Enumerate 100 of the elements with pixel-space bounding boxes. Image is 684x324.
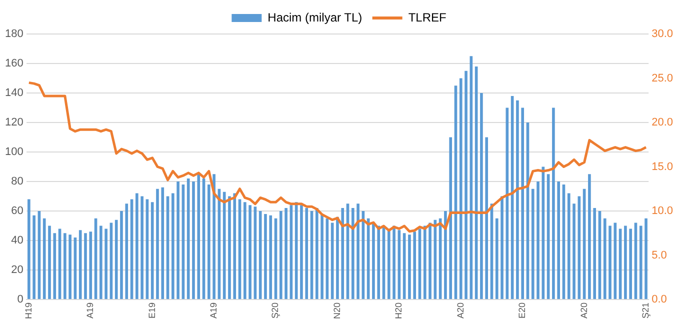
x-tick-label: A20 <box>578 302 589 319</box>
bar <box>521 108 524 299</box>
y-tick-label: 100 <box>4 146 24 158</box>
bar <box>176 181 180 299</box>
bar <box>536 181 540 299</box>
bar <box>449 137 452 299</box>
bar <box>120 210 123 299</box>
bar <box>480 93 483 299</box>
bar <box>64 233 66 299</box>
bar <box>192 181 195 299</box>
bar <box>305 208 308 299</box>
bar <box>567 193 570 299</box>
bar <box>315 208 318 299</box>
bar <box>341 208 344 299</box>
y-tick-label: 40 <box>11 234 24 247</box>
y2-tick-label: 15.0 <box>652 160 674 173</box>
bar <box>300 205 303 299</box>
x-tick-label: Ş21 <box>640 302 651 319</box>
bar <box>125 204 128 299</box>
bar <box>207 184 210 299</box>
bar <box>233 193 236 299</box>
bar <box>603 218 606 299</box>
y-tick-label: 140 <box>4 87 24 100</box>
y-tick-label: 80 <box>11 176 24 188</box>
bar <box>552 108 555 299</box>
x-tick-label: H19 <box>23 302 34 320</box>
bar <box>629 228 632 299</box>
x-tick-label: A19 <box>208 302 219 319</box>
bar <box>351 208 354 299</box>
y2-tick-label: 20.0 <box>652 116 674 129</box>
bar <box>588 174 591 299</box>
bar <box>78 230 82 299</box>
bar <box>500 196 504 299</box>
bar <box>269 215 272 299</box>
bar <box>172 193 174 299</box>
bar <box>356 204 360 299</box>
bar <box>48 226 51 299</box>
x-tick-label: H20 <box>394 302 404 320</box>
bar <box>423 226 426 299</box>
bar <box>608 226 612 299</box>
bar <box>639 226 642 299</box>
x-tick-label: A20 <box>455 302 466 319</box>
bar <box>104 228 108 299</box>
x-tick-label: N20 <box>332 302 342 320</box>
bar <box>336 216 339 299</box>
bar <box>485 137 488 299</box>
bar <box>413 232 416 299</box>
bar <box>248 205 252 299</box>
bar <box>84 233 87 299</box>
bar <box>387 228 390 299</box>
bar <box>644 218 648 299</box>
bar <box>28 199 30 299</box>
bar <box>156 188 159 299</box>
bar <box>100 226 102 299</box>
bar <box>516 100 519 299</box>
y-tick-label: 120 <box>4 116 24 129</box>
y-tick-label: 20 <box>11 264 24 276</box>
y-tick-label: 0 <box>17 294 24 306</box>
bar <box>212 174 216 299</box>
bar <box>243 202 246 299</box>
bar <box>284 208 288 299</box>
y2-tick-label: 25.0 <box>652 72 674 84</box>
bar <box>161 187 164 299</box>
bar <box>408 234 411 299</box>
bar <box>32 215 36 299</box>
bar <box>459 78 462 299</box>
legend-label: TLREF <box>408 10 446 24</box>
bar <box>572 204 576 299</box>
bar <box>114 220 118 299</box>
bar <box>279 210 282 299</box>
bar <box>377 226 380 299</box>
bar <box>495 218 498 299</box>
bar <box>464 70 468 299</box>
bar <box>593 208 596 299</box>
bar <box>150 202 154 299</box>
x-tick-label: A19 <box>85 302 96 319</box>
y-tick-label: 160 <box>4 58 24 70</box>
bar <box>89 232 92 299</box>
y-tick-label: 180 <box>4 28 24 40</box>
bar <box>372 222 375 299</box>
y2-tick-label: 30.0 <box>652 28 674 40</box>
bar <box>444 210 447 299</box>
bar <box>136 193 138 299</box>
bar <box>228 196 231 299</box>
x-tick-label: Ş20 <box>270 302 280 319</box>
bar <box>197 174 200 299</box>
bar <box>264 214 267 299</box>
bar <box>531 188 534 299</box>
x-tick-label: E20 <box>517 302 528 319</box>
bar <box>186 178 190 299</box>
y2-tick-label: 0.0 <box>652 294 667 306</box>
bar <box>222 192 226 299</box>
bar <box>557 181 560 299</box>
y2-tick-label: 10.0 <box>652 205 674 218</box>
bar <box>624 226 627 299</box>
x-tick-label: E19 <box>146 302 157 319</box>
y-tick-label: 60 <box>11 205 24 218</box>
bar <box>42 218 46 299</box>
legend-label: Hacim (milyar TL) <box>268 10 362 24</box>
bar <box>53 233 56 299</box>
